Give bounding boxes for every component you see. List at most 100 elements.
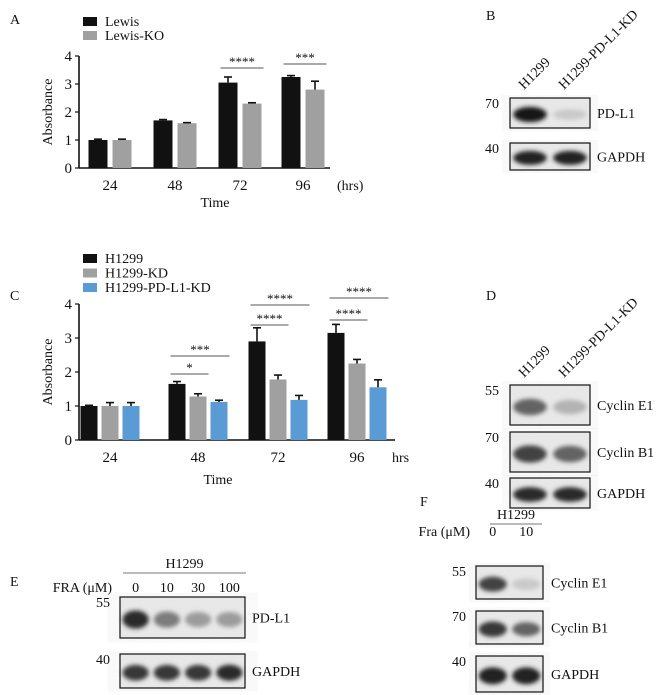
x-tick-label: 24 [103, 178, 119, 194]
legend-swatch [83, 17, 97, 26]
legend-label: H1299-KD [105, 267, 168, 282]
x-tick-label: 72 [233, 178, 248, 194]
blot-band [216, 611, 243, 628]
bar [80, 406, 98, 440]
blot-band [513, 487, 547, 502]
bar [210, 401, 228, 440]
blot-frame [119, 653, 246, 689]
blot-band [513, 106, 547, 123]
group-label: H1299 [165, 557, 203, 572]
significance-stars: **** [257, 311, 283, 326]
bar [168, 383, 186, 440]
mw-marker: 55 [96, 596, 110, 611]
bar [218, 82, 238, 168]
lane-label: 10 [160, 581, 174, 596]
blot-frame [509, 477, 591, 509]
bar-chart-a: 0 1 2 3 4 Absorbance Time (hrs) 24 48 72 96 LewisLew… [41, 15, 364, 211]
x-tick-label: 96 [350, 450, 366, 466]
significance-stars: *** [190, 342, 210, 357]
blot-band [122, 664, 149, 681]
y-tick-label: 1 [65, 133, 73, 149]
y-tick-label: 2 [65, 105, 73, 121]
protein-label: Cyclin E1 [551, 577, 607, 592]
mw-marker: 70 [452, 610, 466, 625]
bar [269, 379, 287, 440]
mw-marker: 40 [452, 655, 466, 670]
bar [369, 387, 387, 440]
blot-band [478, 667, 507, 685]
protein-label: Cyclin E1 [597, 399, 653, 414]
blot-row-gapdh: 40 GAPDH [485, 477, 645, 509]
blot-frame [475, 565, 544, 600]
y-tick-label: 0 [65, 161, 73, 177]
bar [177, 123, 197, 168]
lane-label: H1299-PD-L1-KD [556, 7, 641, 92]
blot-frame [509, 384, 591, 426]
protein-label: GAPDH [551, 668, 599, 683]
y-tick-label: 3 [65, 331, 73, 347]
y-axis-label: Absorbance [41, 79, 56, 146]
blot-band [153, 611, 180, 628]
bar [281, 77, 301, 168]
blot-band [185, 611, 212, 628]
significance-stars: *** [295, 50, 315, 65]
lane-label: 0 [132, 581, 139, 596]
panel-label-f: F [420, 495, 428, 510]
lane-label: H1299 [516, 343, 554, 381]
legend-swatch [83, 254, 97, 263]
blot-row-pd-l1: 55 PD-L1 [96, 596, 290, 639]
protein-label: PD-L1 [597, 107, 635, 122]
legend-label: H1299 [105, 252, 143, 267]
x-tick-label: 96 [296, 178, 312, 194]
blot-band [553, 399, 587, 415]
blot-frame [509, 97, 591, 129]
protein-label: Cyclin B1 [551, 622, 608, 637]
blot-band [512, 667, 541, 685]
bar [122, 406, 140, 440]
blot-band [553, 445, 587, 463]
bar [112, 140, 132, 168]
mw-marker: 40 [485, 477, 499, 492]
blot-row-gapdh: 40 GAPDH [96, 653, 300, 689]
bar [248, 341, 266, 440]
western-blot-d: H1299 H1299-PD-L1-KD 55 Cyclin E1 70 Cyclin B… [485, 295, 654, 509]
y-tick-label: 2 [65, 365, 73, 381]
blot-band [513, 398, 547, 416]
y-axis-label: Absorbance [41, 339, 56, 406]
blot-band [513, 445, 547, 463]
y-tick-label: 4 [65, 49, 73, 65]
protein-label: GAPDH [597, 151, 645, 166]
blot-row-gapdh: 40 GAPDH [452, 655, 599, 693]
significance-stars: **** [267, 291, 293, 306]
protein-label: GAPDH [597, 487, 645, 502]
blot-band [513, 150, 547, 165]
y-tick-label: 1 [65, 399, 73, 415]
protein-label: GAPDH [252, 665, 300, 680]
blot-frame [475, 610, 544, 645]
panel-label-b: B [486, 9, 495, 24]
panel-label-c: C [10, 289, 19, 304]
blot-band [122, 610, 149, 629]
protein-label: PD-L1 [252, 612, 290, 627]
y-tick-label: 0 [65, 433, 73, 449]
western-blot-e: 0 10 30 100 H1299 FRA (μM)55 PD-L1 40 GAPDH [53, 557, 300, 689]
legend-swatch [83, 283, 97, 292]
blot-row-pd-l1: 70 PD-L1 [485, 97, 635, 129]
panel-label-a: A [10, 13, 21, 28]
mw-marker: 70 [485, 431, 499, 446]
mw-marker: 55 [452, 565, 466, 580]
bar [153, 120, 173, 168]
legend-swatch [83, 268, 97, 278]
blot-band [512, 622, 541, 637]
bar [348, 363, 366, 440]
significance-stars: * [186, 360, 193, 375]
blot-row-gapdh: 40 GAPDH [485, 142, 645, 171]
lane-label: 30 [191, 581, 205, 596]
blot-row-cyclin-e1: 55 Cyclin E1 [485, 384, 653, 426]
x-axis-label: Time [200, 196, 229, 211]
x-tick-label: 72 [271, 450, 286, 466]
legend-label: Lewis-KO [105, 29, 164, 44]
blot-row-cyclin-b1: 70 Cyclin B1 [485, 431, 654, 473]
x-tick-label: 48 [191, 450, 206, 466]
